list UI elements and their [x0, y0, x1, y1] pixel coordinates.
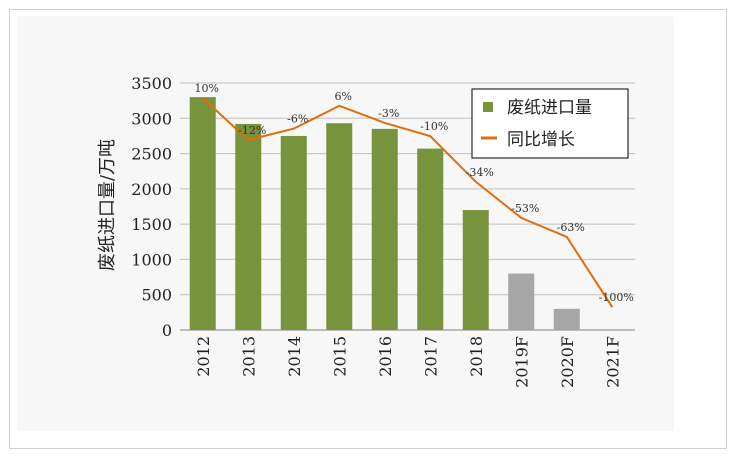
- bar-2019F: [508, 273, 535, 330]
- growth-data-label: 10%: [195, 82, 219, 95]
- legend-box: [471, 88, 629, 159]
- bar-2012: [189, 97, 216, 330]
- growth-data-label: -12%: [238, 124, 266, 137]
- bar-2017: [417, 148, 444, 330]
- x-tick-label: 2020F: [558, 336, 577, 388]
- growth-data-label: -53%: [511, 202, 539, 215]
- growth-data-label: -34%: [466, 166, 494, 179]
- bar-2020F: [553, 308, 580, 330]
- y-tick-label: 3000: [131, 109, 172, 128]
- y-tick-label: 500: [141, 286, 172, 305]
- x-tick-label: 2015: [330, 336, 349, 377]
- bar-2015: [326, 123, 353, 331]
- x-tick-label: 2019F: [512, 336, 531, 388]
- growth-data-label: -100%: [599, 291, 634, 304]
- growth-data-label: -10%: [420, 120, 448, 133]
- legend: 废纸进口量 同比增长: [471, 88, 629, 159]
- y-ticks: 0 500 1000 1500 2000 2500 3000 3500: [131, 74, 172, 340]
- x-tick-label: 2018: [467, 336, 486, 377]
- x-tick-label: 2021F: [603, 336, 622, 388]
- bar-2016: [371, 128, 398, 330]
- bar-2018: [462, 210, 489, 330]
- bars: [189, 97, 580, 331]
- y-tick-label: 2000: [131, 180, 172, 199]
- growth-line: [202, 97, 614, 308]
- growth-data-label: -63%: [557, 221, 585, 234]
- x-tick-label: 2014: [285, 336, 304, 377]
- x-tick-label: 2016: [376, 336, 395, 377]
- y-tick-label: 2500: [131, 145, 172, 164]
- x-tick-label: 2012: [194, 336, 213, 377]
- y-tick-label: 3500: [131, 74, 172, 93]
- legend-swatch-bar: [483, 102, 493, 112]
- x-tick-label: 2017: [421, 336, 440, 377]
- y-axis-label: 废纸进口量/万吨: [97, 139, 118, 271]
- x-ticks: 2012 2013 2014 2015 2016 2017 2018 2019F 2020F 20…: [194, 336, 623, 388]
- growth-data-label: -6%: [287, 113, 308, 126]
- x-tick-label: 2013: [239, 336, 258, 377]
- growth-data-label: -3%: [378, 107, 399, 120]
- y-tick-label: 1000: [131, 250, 172, 269]
- bar-2014: [280, 135, 307, 330]
- data-labels: 10% -12% -6% 6% -3% -10% -34% -53% -63% -100%: [195, 82, 634, 304]
- growth-data-label: 6%: [335, 90, 352, 103]
- bar-2013: [235, 123, 262, 330]
- legend-label-growth: 同比增长: [507, 130, 575, 150]
- y-tick-label: 0: [162, 321, 172, 340]
- legend-label-import: 废纸进口量: [507, 98, 592, 118]
- growth-line-layer: [202, 97, 614, 308]
- y-tick-label: 1500: [131, 215, 172, 234]
